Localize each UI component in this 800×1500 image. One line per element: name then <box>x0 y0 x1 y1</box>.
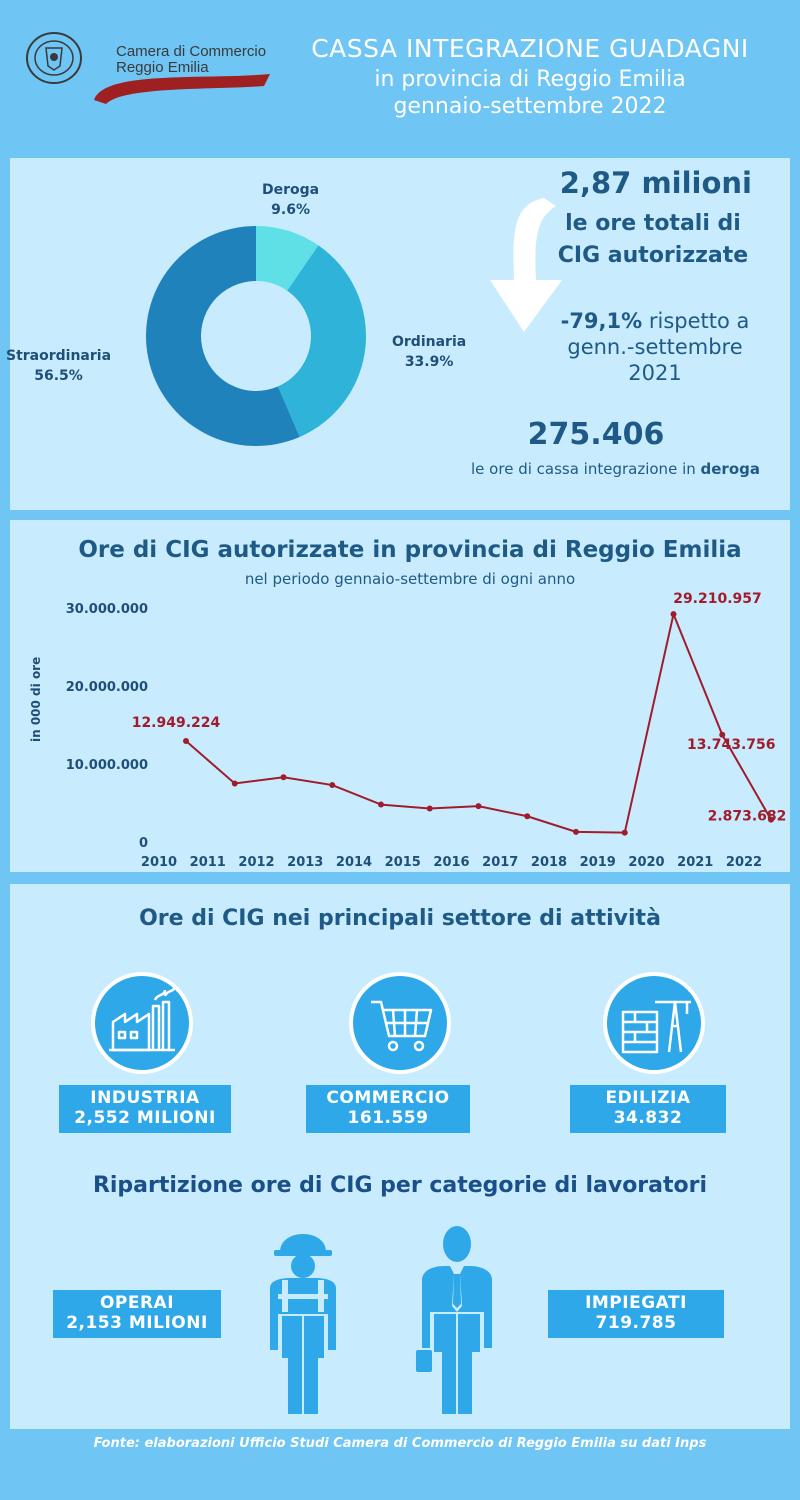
sector-tag-commercio: COMMERCIO 161.559 <box>306 1085 470 1133</box>
total-hours-value: 2,87 milioni <box>559 166 752 200</box>
page-subtitle: in provincia di Reggio Emilia <box>374 67 686 92</box>
chamber-seal-logo <box>26 32 82 84</box>
employee-icon <box>416 1226 492 1414</box>
line-chart-subtitle: nel periodo gennaio-settembre di ogni an… <box>244 570 576 588</box>
sectors-panel <box>10 884 790 1429</box>
summary-panel <box>10 158 790 510</box>
workers-tag-impiegati: IMPIEGATI 719.785 <box>548 1290 724 1338</box>
construction-icon <box>603 972 705 1074</box>
deroga-caption: le ore di cassa integrazione in deroga <box>471 460 760 478</box>
logo-swoosh <box>94 74 270 104</box>
donut-label-straordinaria: Straordinaria 56.5% <box>6 348 112 384</box>
shopping-cart-icon <box>349 972 451 1074</box>
deroga-value: 275.406 <box>527 417 665 452</box>
workers-tag-operai: OPERAI 2,153 MILIONI <box>53 1290 221 1338</box>
line-chart-title: Ore di CIG autorizzate in provincia di R… <box>78 537 742 563</box>
sector-tag-industria: INDUSTRIA 2,552 MILIONI <box>59 1085 231 1133</box>
worker-icon <box>270 1234 336 1414</box>
sectors-title: Ore di CIG nei principali settore di att… <box>139 906 661 931</box>
donut-label-ordinaria: Ordinaria 33.9% <box>392 334 467 370</box>
down-arrow-icon <box>490 198 562 332</box>
header: Camera di Commercio Reggio Emilia CASSA … <box>0 0 800 140</box>
factory-icon <box>91 972 193 1074</box>
variation-text: -79,1% rispetto a genn.-settembre 2021 <box>560 309 750 385</box>
source-footer: Fonte: elaborazioni Ufficio Studi Camera… <box>93 1436 707 1451</box>
page-title: CASSA INTEGRAZIONE GUADAGNI <box>311 34 749 63</box>
page-period: gennaio-settembre 2022 <box>393 94 667 119</box>
workers-title: Ripartizione ore di CIG per categorie di… <box>92 1173 708 1198</box>
donut-label-deroga: Deroga 9.6% <box>262 182 320 218</box>
logo-text: Camera di Commercio Reggio Emilia <box>116 43 267 76</box>
sector-tag-edilizia: EDILIZIA 34.832 <box>570 1085 726 1133</box>
total-hours-caption: le ore totali di CIG autorizzate <box>557 211 749 268</box>
